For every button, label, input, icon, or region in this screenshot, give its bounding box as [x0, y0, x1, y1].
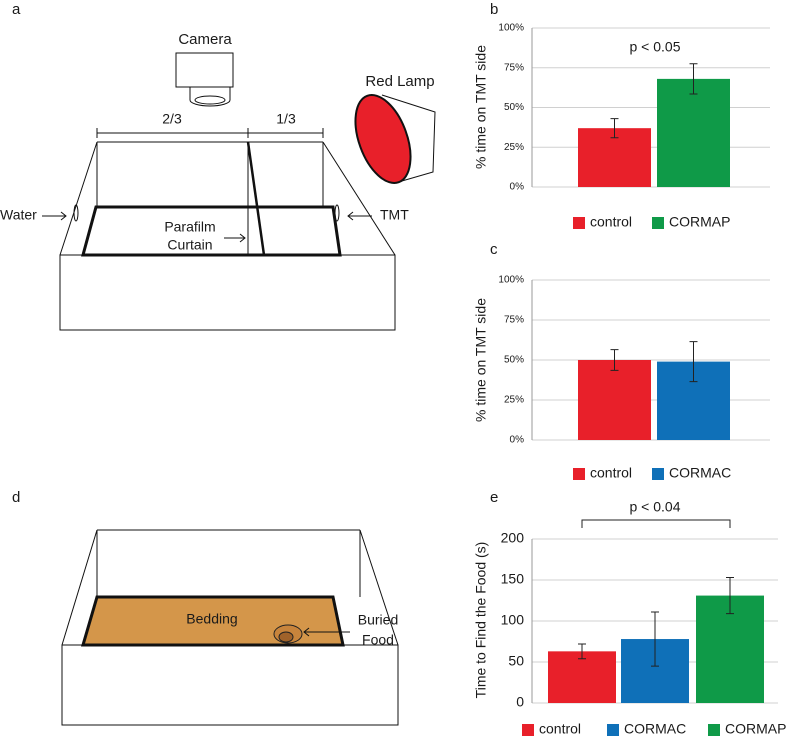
panel-label: b — [490, 1, 498, 18]
box-front — [61, 644, 399, 726]
bar — [548, 651, 616, 703]
legend-swatch — [522, 724, 534, 736]
dimension — [96, 128, 324, 138]
water-label: Water — [0, 207, 37, 223]
legend-swatch — [652, 468, 664, 480]
error-bar — [689, 63, 698, 95]
y-tick-label: 50 — [508, 653, 524, 669]
legend-label: CORMAP — [725, 721, 786, 737]
y-tick-label: 150 — [501, 571, 525, 587]
y-tick-label: 0% — [510, 435, 525, 446]
y-tick-label: 75% — [504, 62, 524, 73]
legend-swatch — [607, 724, 619, 736]
bar — [578, 360, 651, 440]
legend-swatch — [708, 724, 720, 736]
error-bar — [726, 577, 734, 615]
lamp-cone — [381, 94, 436, 184]
food — [278, 631, 294, 643]
arrow — [347, 211, 372, 221]
y-tick-label: 25% — [504, 142, 524, 153]
panel-label: d — [12, 489, 20, 506]
legend-label: control — [590, 465, 632, 481]
y-tick-label: 200 — [501, 530, 525, 546]
y-tick-label: 50% — [504, 355, 524, 366]
diagram-a: a Camera Red Lamp 2/3 1/3 Water TMT Para… — [0, 1, 436, 331]
y-tick-label: 50% — [504, 102, 524, 113]
legend-label: CORMAC — [624, 721, 686, 737]
camera — [175, 52, 234, 88]
legend-label: control — [539, 721, 581, 737]
error-bar — [610, 118, 619, 139]
error-bar — [651, 611, 659, 667]
y-axis-label: % time on TMT side — [473, 298, 489, 422]
y-tick-label: 100 — [501, 612, 525, 628]
dish — [73, 204, 79, 222]
curtain-label: Parafilm — [164, 219, 215, 235]
y-axis-label: Time to Find the Food (s) — [473, 542, 489, 699]
y-tick-label: 100% — [498, 23, 524, 34]
bracket — [581, 519, 731, 528]
arrow — [224, 233, 246, 243]
food-label: Buried — [358, 612, 398, 628]
y-tick-label: 0% — [510, 182, 525, 193]
y-tick-label: 75% — [504, 315, 524, 326]
curtain — [246, 141, 266, 256]
legend-label: CORMAC — [669, 465, 731, 481]
y-axis-label: % time on TMT side — [473, 45, 489, 169]
error-bar — [610, 349, 619, 371]
fraction: 2/3 — [162, 111, 182, 127]
error-bar — [689, 341, 698, 383]
legend-label: control — [590, 214, 632, 230]
panel-label: a — [12, 1, 21, 18]
camera-label: Camera — [178, 31, 232, 48]
legend-swatch — [573, 217, 585, 229]
diagram-d: d Bedding Buried Food — [12, 489, 399, 726]
arrow — [42, 211, 67, 221]
y-tick-label: 100% — [498, 275, 524, 286]
error-bar — [578, 643, 586, 660]
annotation: p < 0.04 — [630, 499, 681, 515]
annotation: p < 0.05 — [630, 39, 681, 55]
tmt-label: TMT — [380, 207, 409, 223]
lamp-label: Red Lamp — [365, 73, 434, 90]
fraction: 1/3 — [276, 111, 296, 127]
legend-swatch — [652, 217, 664, 229]
legend-swatch — [573, 468, 585, 480]
lamp — [354, 94, 412, 184]
bar — [657, 78, 730, 187]
box-frame — [61, 529, 399, 646]
dish — [334, 204, 340, 222]
curtain-label: Curtain — [167, 237, 212, 253]
panel-label: c — [490, 241, 498, 258]
arrow — [303, 627, 350, 637]
lens — [194, 95, 226, 105]
food-label: Food — [362, 632, 394, 648]
legend-label: CORMAP — [669, 214, 730, 230]
box-frame — [59, 141, 396, 256]
y-tick-label: 0 — [516, 694, 524, 710]
bedding-label: Bedding — [186, 611, 237, 627]
y-tick-label: 25% — [504, 395, 524, 406]
camera-lens — [189, 87, 231, 107]
box-front — [59, 254, 396, 331]
panel-label: e — [490, 489, 498, 506]
